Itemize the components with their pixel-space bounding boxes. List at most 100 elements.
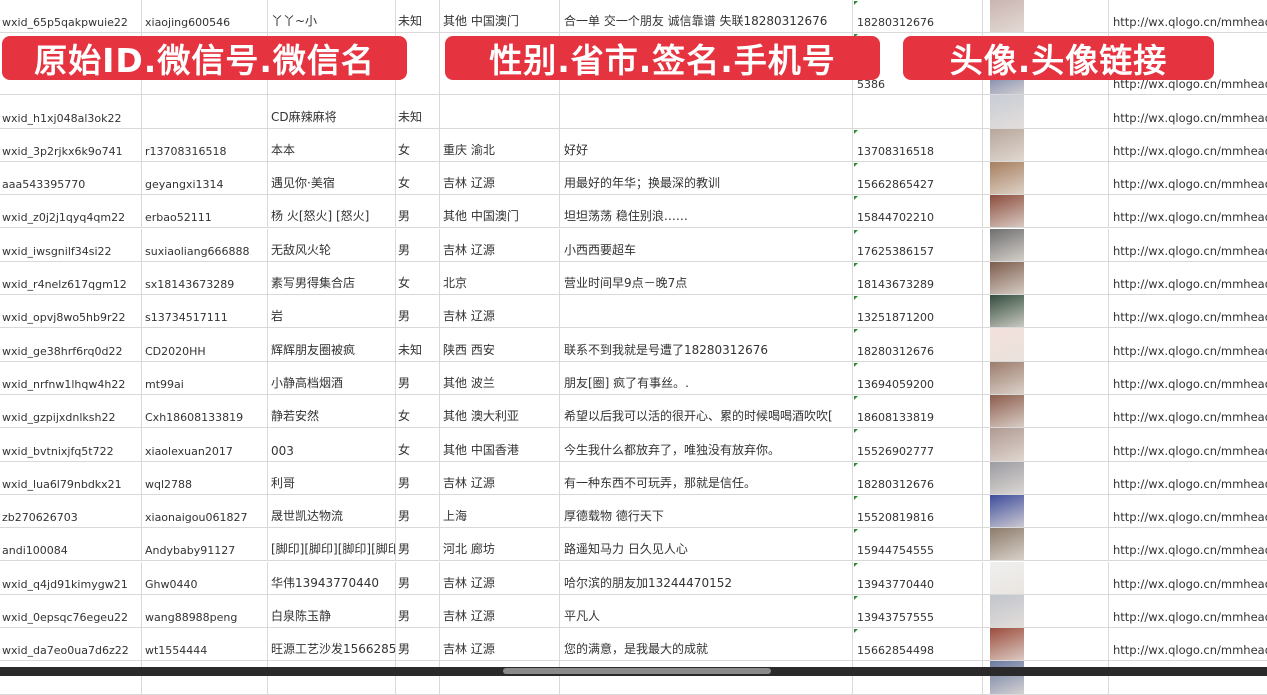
original-id-cell[interactable]: wxid_0epsqc76egeu22 <box>0 594 142 628</box>
phone-cell[interactable]: 18280312676 <box>853 328 983 361</box>
avatar-link-cell[interactable]: http://wx.qlogo.cn/mmhead <box>1109 0 1267 32</box>
avatar-link-cell[interactable]: http://wx.qlogo.cn/mmhead <box>1109 562 1267 594</box>
wechat-id-cell[interactable]: mt99ai <box>142 361 268 394</box>
scrollbar-thumb[interactable] <box>503 668 771 674</box>
wechat-name-cell[interactable]: 辉辉朋友圈被疯 <box>268 328 396 361</box>
region-cell[interactable]: 其他 波兰 <box>440 361 560 394</box>
original-id-cell[interactable]: zb270626703 <box>0 494 142 528</box>
gender-cell[interactable]: 女 <box>396 161 440 195</box>
avatar-link-cell[interactable]: http://wx.qlogo.cn/mmhead <box>1109 595 1267 627</box>
phone-cell[interactable]: 17625386157 <box>853 228 983 261</box>
region-cell[interactable]: 吉林 辽源 <box>440 161 560 195</box>
original-id-cell[interactable]: wxid_q4jd91kimygw21 <box>0 561 142 594</box>
signature-cell[interactable]: 哈尔滨的朋友加13244470152 <box>560 561 853 594</box>
signature-cell[interactable]: 今生我什么都放弃了，唯独没有放弃你。 <box>560 428 853 461</box>
avatar-link-cell[interactable]: http://wx.qlogo.cn/mmhead <box>1109 328 1267 360</box>
avatar-cell[interactable] <box>983 594 1109 628</box>
avatar-cell[interactable] <box>983 395 1109 428</box>
phone-cell[interactable]: 13943770440 <box>853 561 983 594</box>
avatar-link-cell[interactable]: http://wx.qlogo.cn/mmhead <box>1109 428 1267 460</box>
avatar-cell[interactable] <box>983 494 1109 528</box>
avatar-cell[interactable] <box>983 328 1109 361</box>
gender-cell[interactable]: 男 <box>396 594 440 628</box>
avatar-cell[interactable] <box>983 128 1109 161</box>
wechat-id-cell[interactable]: xiaolexuan2017 <box>142 428 268 461</box>
original-id-cell[interactable]: wxid_iwsgnilf34si22 <box>0 228 142 261</box>
gender-cell[interactable]: 男 <box>396 561 440 594</box>
original-id-cell[interactable]: wxid_opvj8wo5hb9r22 <box>0 295 142 328</box>
gender-cell[interactable]: 未知 <box>396 328 440 361</box>
wechat-id-cell[interactable]: Ghw0440 <box>142 561 268 594</box>
avatar-link-cell[interactable]: http://wx.qlogo.cn/mmhead <box>1109 33 1267 94</box>
avatar-cell[interactable] <box>983 361 1109 394</box>
region-cell[interactable]: 上海 <box>440 494 560 528</box>
signature-cell[interactable]: 希望以后我可以活的很开心、累的时候喝喝酒吹吹[ <box>560 395 853 428</box>
phone-cell[interactable]: 18608133819 <box>853 395 983 428</box>
signature-cell[interactable]: 路遥知马力 日久见人心 <box>560 528 853 561</box>
gender-cell[interactable]: 女 <box>396 128 440 161</box>
wechat-name-cell[interactable]: 003 <box>268 428 396 461</box>
signature-cell[interactable]: 用最好的年华；换最深的教训 <box>560 161 853 195</box>
wechat-name-cell[interactable]: 遇见你·美宿 <box>268 161 396 195</box>
signature-cell[interactable] <box>560 295 853 328</box>
wechat-id-cell[interactable]: xiaojing600546 <box>142 0 268 33</box>
phone-cell[interactable]: 15662865427 <box>853 161 983 195</box>
phone-cell[interactable]: 13251871200 <box>853 295 983 328</box>
region-cell[interactable]: 吉林 辽源 <box>440 228 560 261</box>
wechat-name-cell[interactable]: 旺源工艺沙发15662854 <box>268 628 396 661</box>
region-cell[interactable]: 其他 中国澳门 <box>440 0 560 33</box>
original-id-cell[interactable]: wxid_h1xj048al3ok22 <box>0 95 142 128</box>
signature-cell[interactable]: 有一种东西不可玩弄，那就是信任。 <box>560 461 853 494</box>
gender-cell[interactable]: 男 <box>396 494 440 528</box>
avatar-cell[interactable] <box>983 628 1109 661</box>
avatar-link-cell[interactable]: http://wx.qlogo.cn/mmhead <box>1109 462 1267 494</box>
region-cell[interactable]: 吉林 辽源 <box>440 594 560 628</box>
wechat-id-cell[interactable]: CD2020HH <box>142 328 268 361</box>
avatar-link-cell[interactable]: http://wx.qlogo.cn/mmhead <box>1109 129 1267 161</box>
avatar-cell[interactable] <box>983 261 1109 295</box>
phone-cell[interactable]: 13694059200 <box>853 361 983 394</box>
original-id-cell[interactable]: wxid_gzpijxdnlksh22 <box>0 395 142 428</box>
gender-cell[interactable]: 女 <box>396 395 440 428</box>
horizontal-scrollbar[interactable] <box>0 667 1267 676</box>
original-id-cell[interactable]: wxid_r4nelz617qgm12 <box>0 261 142 295</box>
original-id-cell[interactable]: wxid_ge38hrf6rq0d22 <box>0 328 142 361</box>
region-cell[interactable]: 吉林 辽源 <box>440 461 560 494</box>
wechat-name-cell[interactable]: 本本 <box>268 128 396 161</box>
wechat-name-cell[interactable]: [脚印][脚印][脚印][脚印] <box>268 528 396 561</box>
wechat-name-cell[interactable]: 静若安然 <box>268 395 396 428</box>
avatar-link-cell[interactable]: http://wx.qlogo.cn/mmhead <box>1109 162 1267 194</box>
signature-cell[interactable]: 您的满意，是我最大的成就 <box>560 628 853 661</box>
wechat-id-cell[interactable]: geyangxi1314 <box>142 161 268 195</box>
avatar-cell[interactable] <box>983 0 1109 33</box>
wechat-name-cell[interactable]: 素写男得集合店 <box>268 261 396 295</box>
region-cell[interactable]: 北京 <box>440 261 560 295</box>
region-cell[interactable]: 重庆 渝北 <box>440 128 560 161</box>
wechat-id-cell[interactable]: wt1554444 <box>142 628 268 661</box>
phone-cell[interactable]: 15944754555 <box>853 528 983 561</box>
avatar-link-cell[interactable]: http://wx.qlogo.cn/mmhead <box>1109 395 1267 427</box>
wechat-id-cell[interactable] <box>142 95 268 128</box>
region-cell[interactable]: 吉林 辽源 <box>440 295 560 328</box>
gender-cell[interactable]: 男 <box>396 361 440 394</box>
signature-cell[interactable]: 朋友[圈] 疯了有事丝。. <box>560 361 853 394</box>
signature-cell[interactable]: 合一单 交一个朋友 诚信靠谱 失联18280312676 <box>560 0 853 33</box>
wechat-id-cell[interactable]: wang88988peng <box>142 594 268 628</box>
wechat-id-cell[interactable]: Cxh18608133819 <box>142 395 268 428</box>
region-cell[interactable]: 其他 中国香港 <box>440 428 560 461</box>
signature-cell[interactable]: 小西西要超车 <box>560 228 853 261</box>
original-id-cell[interactable]: wxid_nrfnw1lhqw4h22 <box>0 361 142 394</box>
region-cell[interactable]: 河北 廊坊 <box>440 528 560 561</box>
phone-cell[interactable]: 18280312676 <box>853 461 983 494</box>
wechat-id-cell[interactable]: xiaonaigou061827 <box>142 494 268 528</box>
region-cell[interactable]: 陕西 西安 <box>440 328 560 361</box>
region-cell[interactable]: 吉林 辽源 <box>440 628 560 661</box>
avatar-link-cell[interactable]: http://wx.qlogo.cn/mmhead <box>1109 95 1267 127</box>
region-cell[interactable]: 其他 中国澳门 <box>440 195 560 228</box>
avatar-link-cell[interactable]: http://wx.qlogo.cn/mmhead <box>1109 628 1267 660</box>
avatar-cell[interactable] <box>983 295 1109 328</box>
wechat-name-cell[interactable]: 白泉陈玉静 <box>268 594 396 628</box>
phone-cell[interactable]: 18280312676 <box>853 0 983 33</box>
original-id-cell[interactable]: wxid_lua6l79nbdkx21 <box>0 461 142 494</box>
avatar-link-cell[interactable]: http://wx.qlogo.cn/mmhead <box>1109 495 1267 527</box>
